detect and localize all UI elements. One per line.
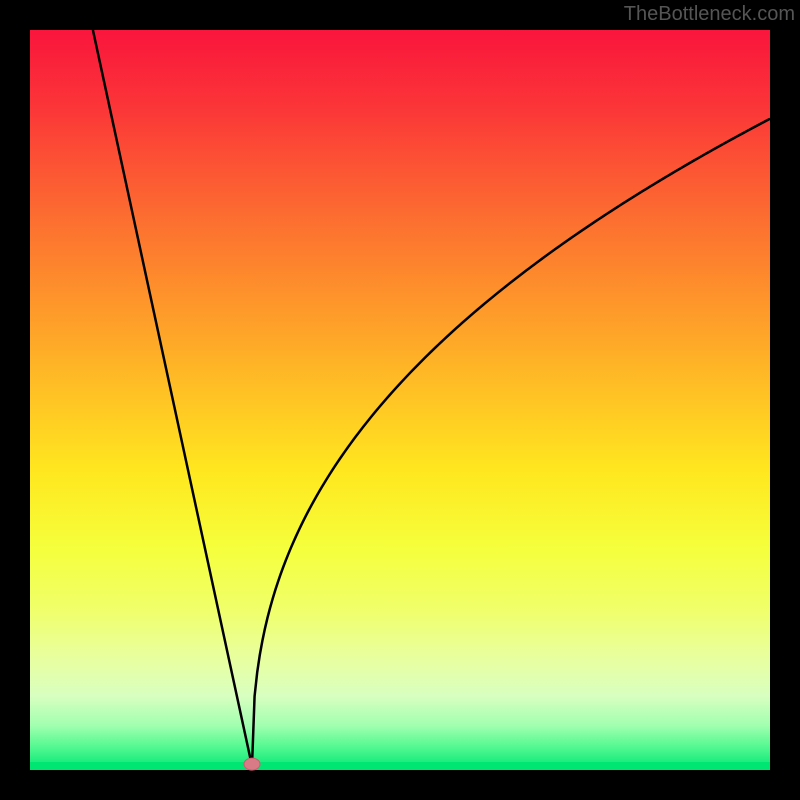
- minimum-marker: [244, 758, 260, 770]
- chart-baseline: [30, 762, 770, 770]
- chart-svg: TheBottleneck.com: [0, 0, 800, 800]
- watermark-text: TheBottleneck.com: [624, 3, 795, 25]
- chart-plot-area: [30, 30, 770, 770]
- bottleneck-chart: TheBottleneck.com: [0, 0, 800, 800]
